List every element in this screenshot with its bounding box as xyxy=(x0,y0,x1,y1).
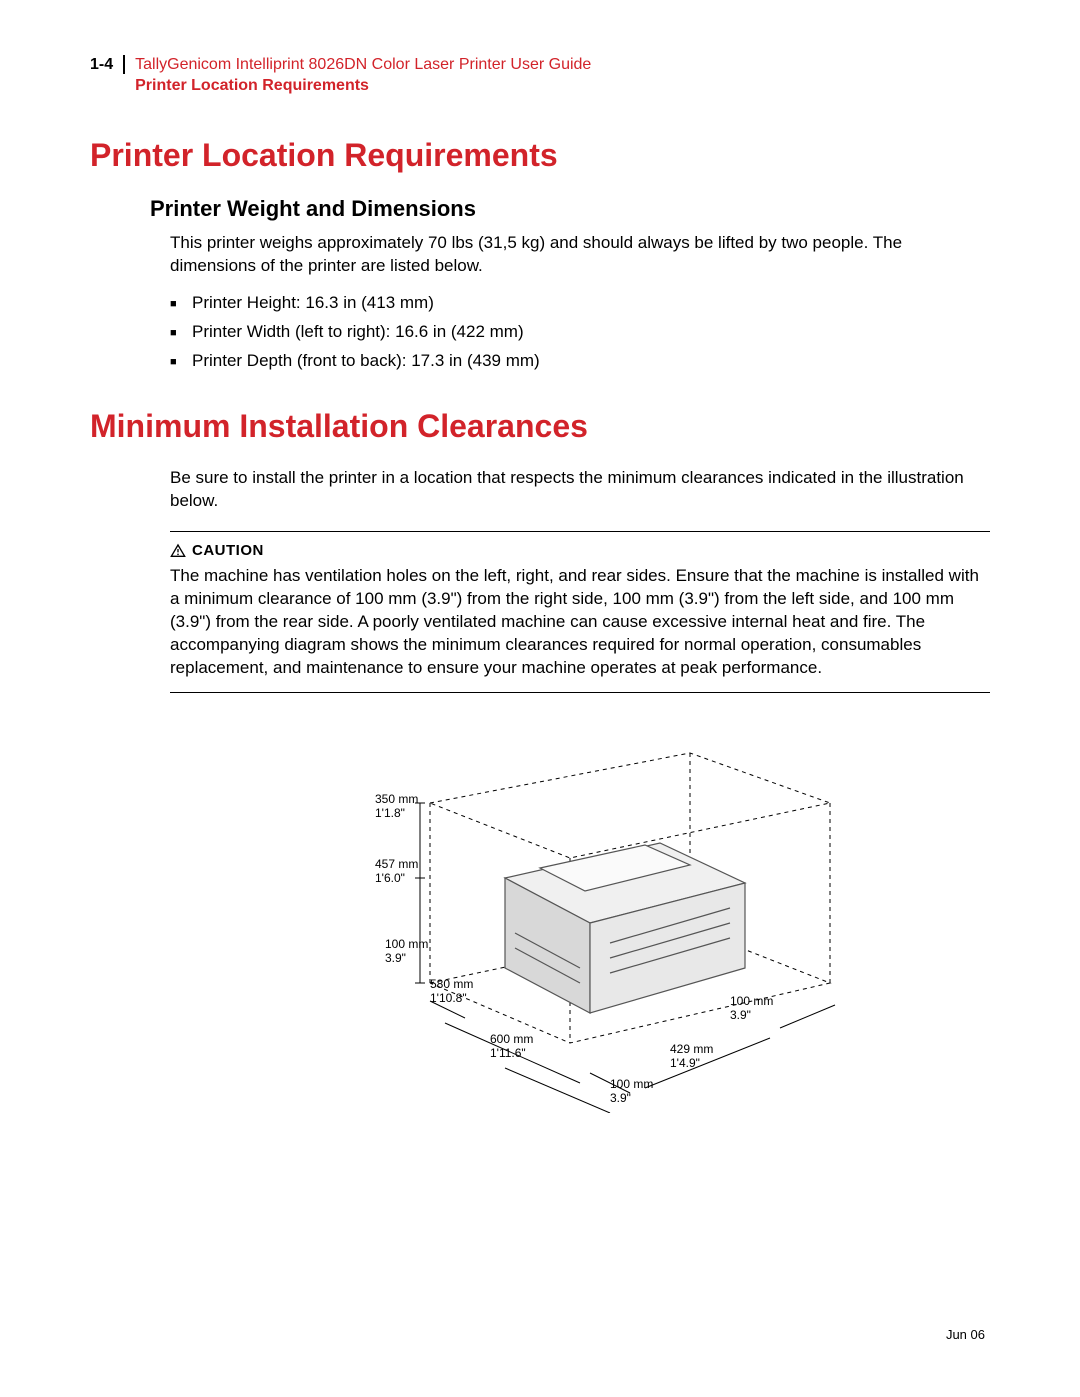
dim-429: 429 mm1'4.9" xyxy=(670,1043,713,1071)
section2-intro: Be sure to install the printer in a loca… xyxy=(170,467,990,513)
list-item: Printer Height: 16.3 in (413 mm) xyxy=(170,289,990,318)
list-item: Printer Depth (front to back): 17.3 in (… xyxy=(170,347,990,376)
guide-title: TallyGenicom Intelliprint 8026DN Color L… xyxy=(135,56,591,73)
dim-350: 350 mm1'1.8" xyxy=(375,793,418,821)
caution-heading: CAUTION xyxy=(170,542,990,559)
dim-bot-100: 100 mm3.9" xyxy=(610,1078,653,1106)
header-text-block: TallyGenicom Intelliprint 8026DN Color L… xyxy=(125,55,591,97)
dim-580: 580 mm1'10.8" xyxy=(430,978,473,1006)
clearance-diagram: 350 mm1'1.8" 457 mm1'6.0" 100 mm3.9" 580… xyxy=(290,733,910,1113)
dim-right-100: 100 mm3.9" xyxy=(730,995,773,1023)
dim-left-100: 100 mm3.9" xyxy=(385,938,428,966)
dimension-list: Printer Height: 16.3 in (413 mm) Printer… xyxy=(170,289,990,376)
caution-text: The machine has ventilation holes on the… xyxy=(170,565,990,680)
header-section-name: Printer Location Requirements xyxy=(135,77,369,94)
section1-intro: This printer weighs approximately 70 lbs… xyxy=(170,232,990,278)
dim-457: 457 mm1'6.0" xyxy=(375,858,418,886)
warning-icon xyxy=(170,543,186,559)
footer-date: Jun 06 xyxy=(946,1327,985,1342)
page-number: 1-4 xyxy=(90,55,125,74)
clearance-svg xyxy=(290,733,910,1113)
section1-subtitle: Printer Weight and Dimensions xyxy=(150,196,990,222)
caution-block: CAUTION The machine has ventilation hole… xyxy=(170,531,990,693)
dim-600: 600 mm1'11.6" xyxy=(490,1033,533,1061)
caution-label: CAUTION xyxy=(192,542,264,559)
section2-title: Minimum Installation Clearances xyxy=(90,408,990,445)
section1-title: Printer Location Requirements xyxy=(90,137,990,174)
page-header: 1-4 TallyGenicom Intelliprint 8026DN Col… xyxy=(90,55,990,97)
list-item: Printer Width (left to right): 16.6 in (… xyxy=(170,318,990,347)
document-page: 1-4 TallyGenicom Intelliprint 8026DN Col… xyxy=(0,0,1080,1397)
